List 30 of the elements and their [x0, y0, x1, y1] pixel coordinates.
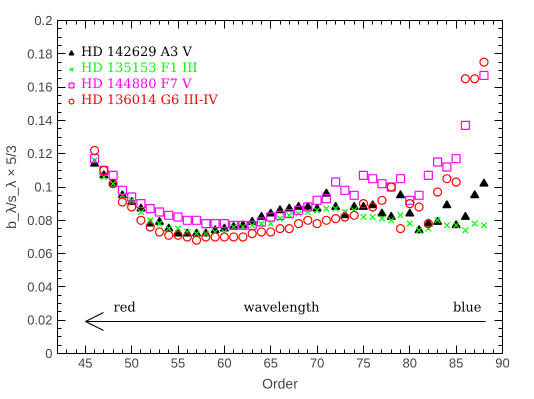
y-tick-label: 0 — [45, 346, 53, 361]
x-tick-label: 55 — [170, 356, 186, 370]
y-tick-label: 0.02 — [27, 312, 53, 328]
x-tick-label: 90 — [495, 356, 510, 370]
y-tick-label: 0.1 — [34, 180, 53, 194]
y-tick-label: 0.14 — [27, 112, 53, 128]
y-tick-label: 0.08 — [27, 212, 53, 228]
x-tick-label: 80 — [402, 356, 418, 370]
y-axis-title: b_λ/s_λ × 5/3 — [3, 144, 20, 229]
x-tick-label: 70 — [310, 356, 324, 370]
legend-label: HD 135153 F1 III — [81, 61, 198, 76]
y-tick-label: 0.12 — [27, 146, 53, 162]
y-tick-label: 0.04 — [27, 279, 53, 294]
legend-label: HD 144880 F7 V — [81, 77, 192, 92]
x-tick-label: 45 — [78, 356, 93, 370]
y-tick-label: 0.2 — [34, 13, 53, 28]
annotation: wavelength — [243, 300, 320, 316]
annotation: blue — [452, 300, 482, 316]
x-tick-label: 85 — [448, 356, 464, 370]
x-tick-label: 60 — [217, 356, 232, 370]
legend-label: HD 136014 G6 III-IV — [81, 93, 218, 108]
legend-label: HD 142629 A3 V — [81, 45, 192, 60]
x-axis-title: Order — [262, 376, 298, 392]
x-tick-label: 65 — [264, 356, 278, 370]
y-tick-label: 0.16 — [27, 80, 53, 95]
y-tick-label: 0.18 — [27, 46, 53, 62]
x-tick-label: 50 — [124, 356, 139, 370]
x-tick-label: 75 — [356, 356, 371, 370]
annotation: red — [114, 300, 136, 316]
y-tick-label: 0.06 — [27, 246, 53, 262]
